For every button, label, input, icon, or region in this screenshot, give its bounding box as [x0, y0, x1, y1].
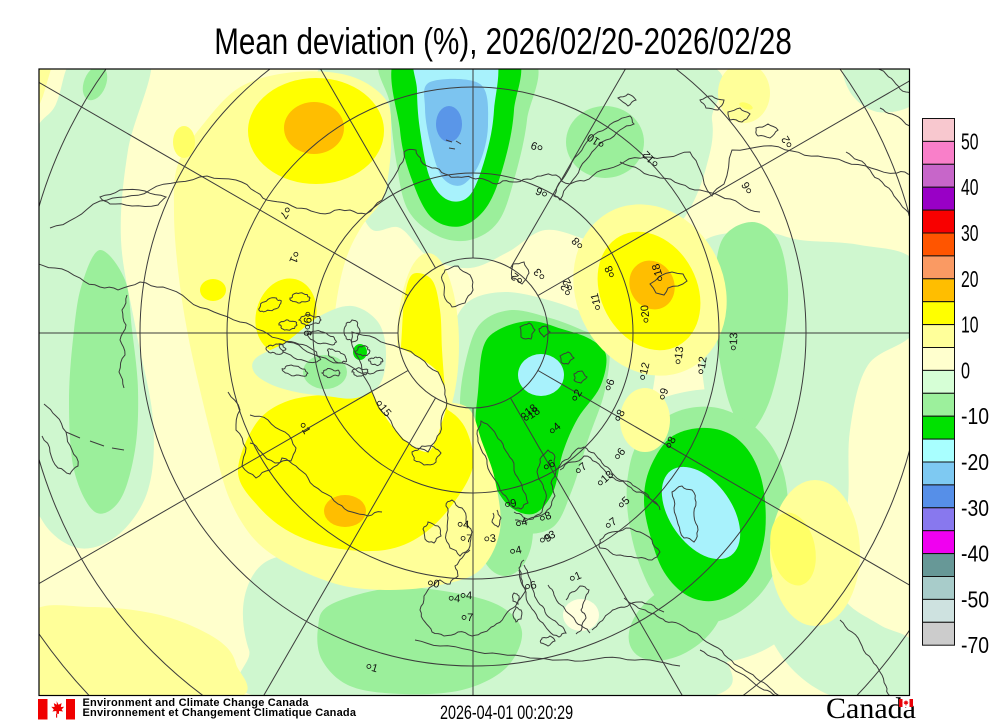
svg-text:7: 7: [277, 209, 290, 221]
svg-text:40: 40: [961, 174, 979, 200]
svg-text:3: 3: [547, 529, 557, 542]
svg-text:6: 6: [301, 330, 313, 336]
svg-text:10: 10: [961, 312, 979, 338]
svg-text:6: 6: [546, 458, 557, 471]
svg-text:13: 13: [673, 346, 686, 360]
svg-text:18: 18: [526, 405, 543, 422]
svg-text:2: 2: [780, 134, 793, 145]
svg-text:9: 9: [658, 387, 671, 397]
svg-text:8: 8: [615, 408, 628, 419]
svg-text:1: 1: [573, 570, 583, 583]
svg-text:-40: -40: [961, 541, 989, 567]
svg-text:18: 18: [523, 402, 540, 419]
svg-text:8: 8: [603, 264, 616, 274]
svg-text:4: 4: [463, 519, 470, 531]
svg-text:3: 3: [489, 533, 496, 545]
svg-text:9: 9: [543, 532, 553, 545]
svg-text:2: 2: [559, 282, 572, 293]
svg-text:9: 9: [301, 317, 313, 324]
svg-text:7: 7: [467, 612, 473, 624]
svg-text:9: 9: [530, 139, 540, 152]
svg-text:6: 6: [604, 377, 617, 387]
svg-text:1: 1: [370, 662, 379, 675]
svg-text:1: 1: [299, 425, 312, 436]
svg-text:10: 10: [585, 131, 602, 148]
svg-text:12: 12: [696, 356, 710, 370]
svg-text:13: 13: [728, 332, 740, 345]
svg-text:9: 9: [509, 497, 518, 510]
svg-text:20: 20: [961, 266, 979, 292]
svg-text:7: 7: [466, 533, 473, 545]
svg-text:0: 0: [961, 357, 970, 383]
svg-text:15: 15: [376, 402, 393, 419]
svg-text:4: 4: [520, 516, 529, 529]
svg-text:-10: -10: [961, 403, 989, 429]
svg-text:4: 4: [454, 593, 461, 605]
svg-text:4: 4: [514, 544, 522, 557]
svg-text:8: 8: [543, 510, 553, 523]
svg-text:-20: -20: [961, 449, 989, 475]
svg-text:0: 0: [432, 578, 440, 591]
svg-text:6: 6: [529, 579, 538, 592]
svg-text:30: 30: [961, 220, 979, 246]
svg-text:6: 6: [534, 184, 545, 197]
svg-text:6: 6: [740, 180, 753, 191]
svg-text:-70: -70: [961, 632, 989, 658]
svg-text:4: 4: [466, 590, 472, 602]
svg-text:-50: -50: [961, 586, 989, 612]
svg-text:12: 12: [638, 361, 652, 376]
svg-text:20: 20: [639, 304, 652, 317]
svg-text:50: 50: [961, 128, 979, 154]
svg-text:18: 18: [650, 262, 665, 277]
svg-text:2: 2: [561, 277, 574, 288]
svg-text:8: 8: [666, 435, 679, 446]
svg-text:-30: -30: [961, 495, 989, 521]
svg-text:2: 2: [572, 387, 585, 398]
svg-text:1: 1: [286, 255, 299, 265]
svg-text:11: 11: [589, 292, 603, 306]
